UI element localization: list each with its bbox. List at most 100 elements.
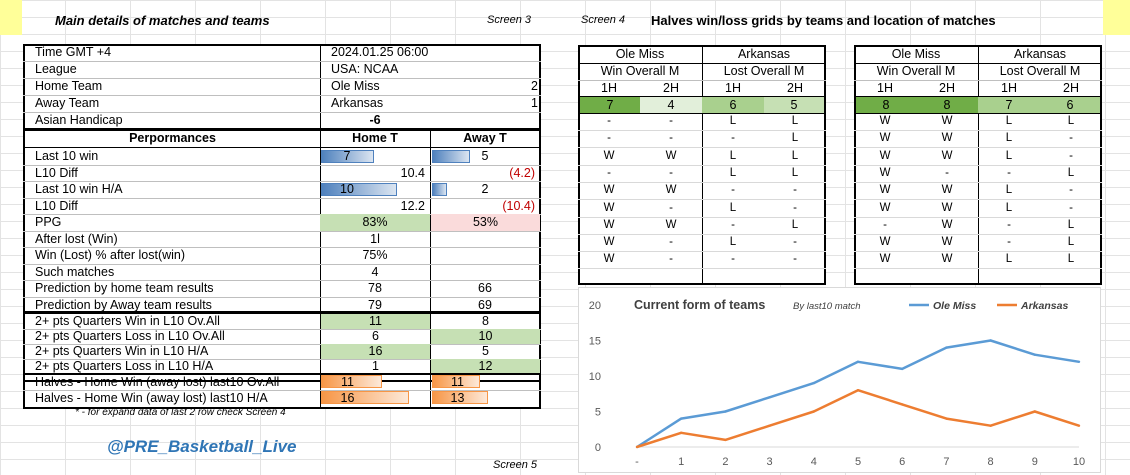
home-data-bar <box>321 150 375 163</box>
series-point-0 <box>680 417 683 420</box>
grid-line <box>854 130 1102 131</box>
grid-cell: - <box>793 184 797 197</box>
legend-label: Arkansas <box>1020 300 1068 312</box>
away-team-value: Arkansas <box>331 96 384 110</box>
perf-row-home: 4 <box>371 264 379 279</box>
series-point-0 <box>856 360 860 363</box>
series-point-1 <box>812 410 815 413</box>
grid-cell: W <box>879 201 891 214</box>
grid-cell: - <box>669 201 673 214</box>
grid-half-label: 2H <box>787 81 803 95</box>
grid-cell: - <box>731 218 735 231</box>
perf-row-away: (4.2) <box>509 165 535 180</box>
grid-line <box>578 63 826 64</box>
grid-cell: L <box>791 218 799 231</box>
halves-row-home: 11 <box>341 375 354 389</box>
grid-cell: - <box>731 184 735 197</box>
grid-cell: W <box>879 184 891 197</box>
grid-cell: - <box>1069 184 1073 197</box>
grid-cell: - <box>607 132 611 145</box>
grid-cell: - <box>669 253 673 266</box>
grid-cell: W <box>879 149 891 162</box>
grid-cell: W <box>941 132 953 145</box>
perf-header: Perpormances <box>129 131 216 145</box>
watermark-handle: @PRE_Basketball_Live <box>107 437 297 456</box>
perf-away-col: Away T <box>463 131 507 145</box>
grid-cell: L <box>1005 149 1013 162</box>
grid-cell: L <box>729 166 737 179</box>
halves-row-label: Halves - Home Win (away lost) last10 H/A <box>35 391 268 405</box>
grid-half-label: 1H <box>601 81 617 95</box>
series-line-0 <box>636 339 1080 449</box>
grid-line <box>23 344 541 345</box>
quarter-row-label: 2+ pts Quarters Win in L10 H/A <box>35 344 209 358</box>
halves-row-label: Halves - Home Win (away lost) last10 Ov.… <box>35 375 280 389</box>
grid-line <box>23 181 541 182</box>
quarter-row-home: 11 <box>321 314 430 329</box>
grid-line <box>23 263 541 265</box>
grid-half-label: 2H <box>939 81 955 95</box>
series-point-0 <box>901 367 904 371</box>
series-point-0 <box>1033 353 1036 356</box>
perf-row-label: Such matches <box>35 264 115 279</box>
grid-team2: Arkansas <box>737 47 791 61</box>
grid-line <box>854 113 1102 114</box>
grid-cell: L <box>1067 236 1075 249</box>
grid-team1: Ole Miss <box>891 47 941 61</box>
asian-handicap-value: -6 <box>369 113 381 127</box>
quarter-row-home: 16 <box>321 344 430 359</box>
perf-row-away: 5 <box>481 149 489 163</box>
series-point-1 <box>768 424 771 427</box>
grid-cell: - <box>793 236 797 249</box>
perf-row-label: Prediction by Away team results <box>35 297 212 312</box>
grid-line <box>23 197 541 199</box>
grid-total: 4 <box>640 97 702 113</box>
grid-cell: W <box>879 253 891 266</box>
series-point-1 <box>945 417 948 420</box>
grid-line <box>854 80 1102 81</box>
quarter-row-away: 12 <box>431 359 540 374</box>
quarter-row-home: 6 <box>372 329 379 343</box>
home-team-value: Ole Miss <box>331 79 380 93</box>
home-data-bar <box>321 183 397 196</box>
y-tick-label: 15 <box>589 336 601 348</box>
grid-cell: W <box>603 149 615 162</box>
x-tick-label: 1 <box>678 456 684 468</box>
y-tick-label: 0 <box>595 442 601 454</box>
time-label: Time GMT +4 <box>35 45 112 59</box>
grid-cell: W <box>603 253 615 266</box>
grid-cell: W <box>941 201 953 214</box>
grid-cell: - <box>607 166 611 179</box>
y-tick-label: 10 <box>589 371 601 383</box>
quarter-row-away: 8 <box>482 314 489 328</box>
grid-cell: L <box>729 236 737 249</box>
grid-line <box>578 251 826 253</box>
quarter-row-label: 2+ pts Quarters Loss in L10 H/A <box>35 359 214 373</box>
grid-cell: L <box>729 149 737 162</box>
time-value: 2024.01.25 06:00 <box>331 45 429 59</box>
x-tick-label: 3 <box>767 456 773 468</box>
x-tick-label: 4 <box>811 456 817 468</box>
grid-cell: L <box>791 115 799 127</box>
series-point-0 <box>724 410 727 413</box>
perf-row-home: 75% <box>362 248 388 262</box>
footnote: * - for expand data of last 2 row check … <box>75 407 286 418</box>
away-data-bar <box>432 183 448 196</box>
grid-line <box>23 164 541 166</box>
grid-cell: W <box>941 218 953 231</box>
grid-cell: L <box>1067 115 1075 127</box>
away-orange-bar <box>432 391 488 404</box>
quarter-row-label: 2+ pts Quarters Loss in L10 Ov.All <box>35 329 225 343</box>
grid-total: 8 <box>916 97 978 113</box>
grid-half-label: 1H <box>1001 81 1017 95</box>
grid-half-label: 1H <box>725 81 741 95</box>
grid-half-label: 1H <box>877 81 893 95</box>
grid-cell: W <box>603 201 615 214</box>
screen5-label: Screen 5 <box>493 459 538 471</box>
yellow-corner-left <box>0 0 22 35</box>
yellow-corner-right <box>1103 0 1130 35</box>
perf-row-label: Last 10 win <box>35 149 99 163</box>
x-tick-label: 9 <box>1032 456 1038 468</box>
series-point-1 <box>1077 424 1081 427</box>
grid-line <box>854 181 1102 183</box>
